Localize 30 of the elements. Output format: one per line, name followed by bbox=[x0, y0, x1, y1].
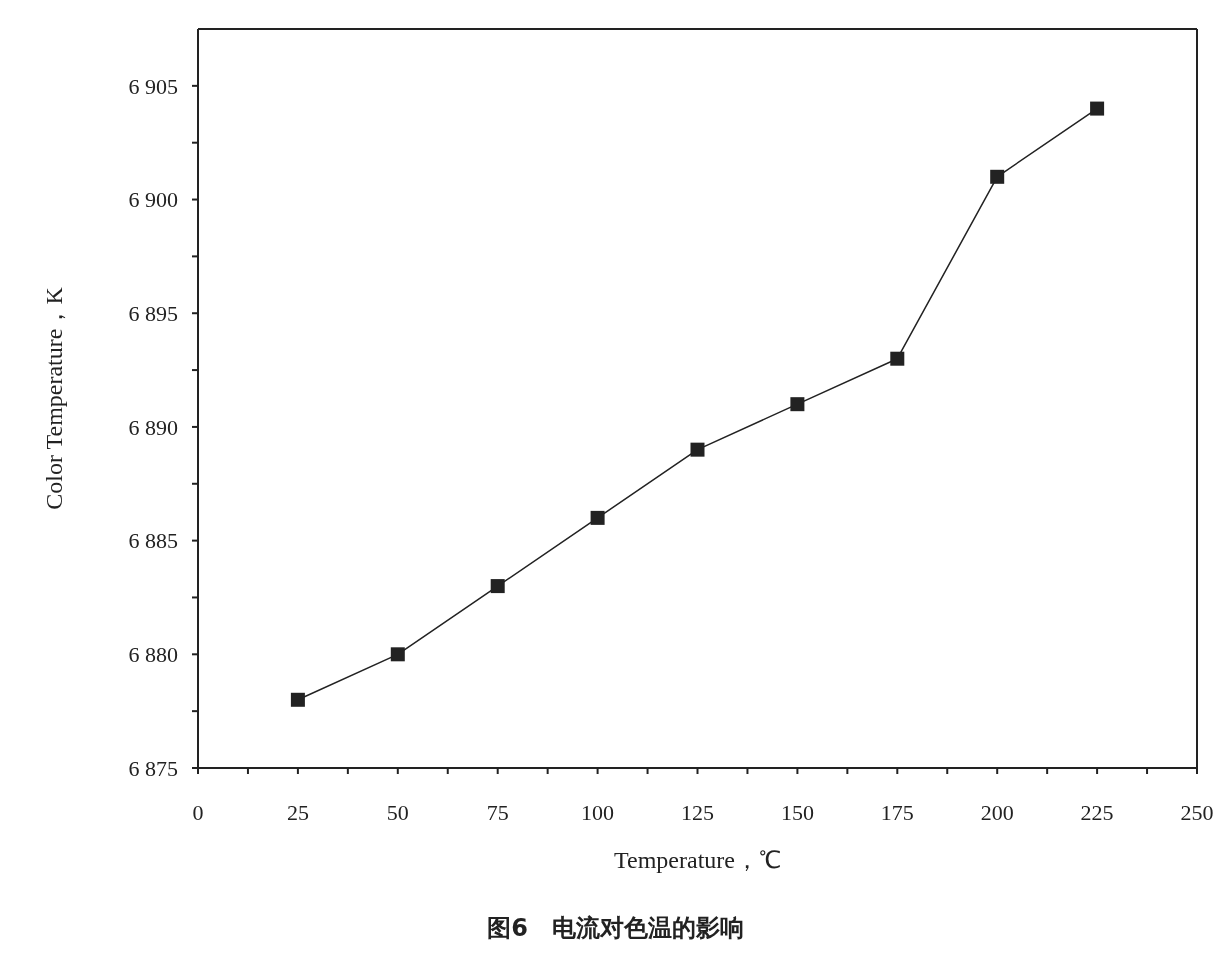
y-tick-label: 6 885 bbox=[128, 528, 178, 554]
x-tick-label: 0 bbox=[192, 799, 204, 825]
y-axis-title: Color Temperature，K bbox=[40, 286, 67, 510]
y-tick-label: 6 905 bbox=[128, 73, 178, 99]
y-tick-label: 6 900 bbox=[128, 187, 178, 213]
x-tick-label: 200 bbox=[980, 799, 1014, 825]
x-tick-label: 250 bbox=[1180, 799, 1214, 825]
y-tick-label: 6 880 bbox=[128, 642, 178, 668]
y-tick-label: 6 890 bbox=[128, 414, 178, 440]
point bbox=[490, 579, 505, 594]
x-tick-label: 225 bbox=[1080, 799, 1114, 825]
point bbox=[990, 169, 1005, 184]
point bbox=[1090, 101, 1105, 116]
x-tick-label: 150 bbox=[780, 799, 814, 825]
point bbox=[290, 692, 305, 707]
x-tick-label: 50 bbox=[386, 799, 409, 825]
x-tick-label: 25 bbox=[286, 799, 309, 825]
point bbox=[390, 647, 405, 662]
point bbox=[590, 510, 605, 525]
point bbox=[690, 442, 705, 457]
x-tick-label: 175 bbox=[880, 799, 914, 825]
point bbox=[890, 351, 905, 366]
y-tick-label: 6 895 bbox=[128, 301, 178, 327]
x-tick-label: 75 bbox=[486, 799, 509, 825]
x-tick-label: 100 bbox=[581, 799, 615, 825]
y-tick-label: 6 875 bbox=[128, 755, 178, 781]
x-tick-label: 125 bbox=[681, 799, 714, 825]
x-axis-title: Temperature，℃ bbox=[614, 847, 781, 873]
caption: 图6 电流对色温的影响 bbox=[486, 913, 745, 944]
point bbox=[790, 397, 805, 412]
